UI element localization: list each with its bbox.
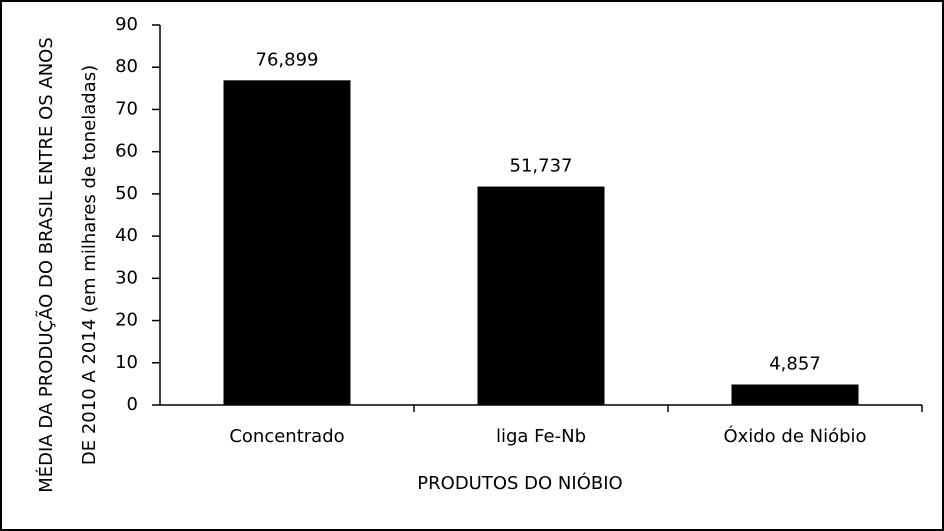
x-tick-label: Concentrado — [229, 426, 344, 447]
y-tick-label: 0 — [127, 394, 138, 415]
y-tick-label: 20 — [115, 310, 138, 331]
y-tick-label: 40 — [115, 225, 138, 246]
y-tick-label: 70 — [115, 98, 138, 119]
y-tick-label: 80 — [115, 56, 138, 77]
y-axis-title: MÉDIA DA PRODUÇÃO DO BRASIL ENTRE OS ANO… — [35, 37, 57, 493]
y-tick-label: 50 — [115, 183, 138, 204]
y-tick-label: 90 — [115, 14, 138, 35]
y-axis-title: DE 2010 A 2014 (em milhares de toneladas… — [79, 65, 100, 465]
bar — [731, 384, 859, 405]
x-tick-label: liga Fe-Nb — [496, 426, 586, 447]
bar — [223, 80, 351, 405]
bar — [477, 186, 605, 405]
y-tick-label: 60 — [115, 141, 138, 162]
x-axis-title: PRODUTOS DO NIÓBIO — [417, 472, 622, 494]
y-tick-label: 10 — [115, 352, 138, 373]
value-label: 51,737 — [510, 156, 573, 177]
value-label: 76,899 — [256, 49, 319, 70]
value-label: 4,857 — [769, 353, 821, 374]
x-tick-label: Óxido de Nióbio — [723, 425, 866, 447]
y-tick-label: 30 — [115, 267, 138, 288]
